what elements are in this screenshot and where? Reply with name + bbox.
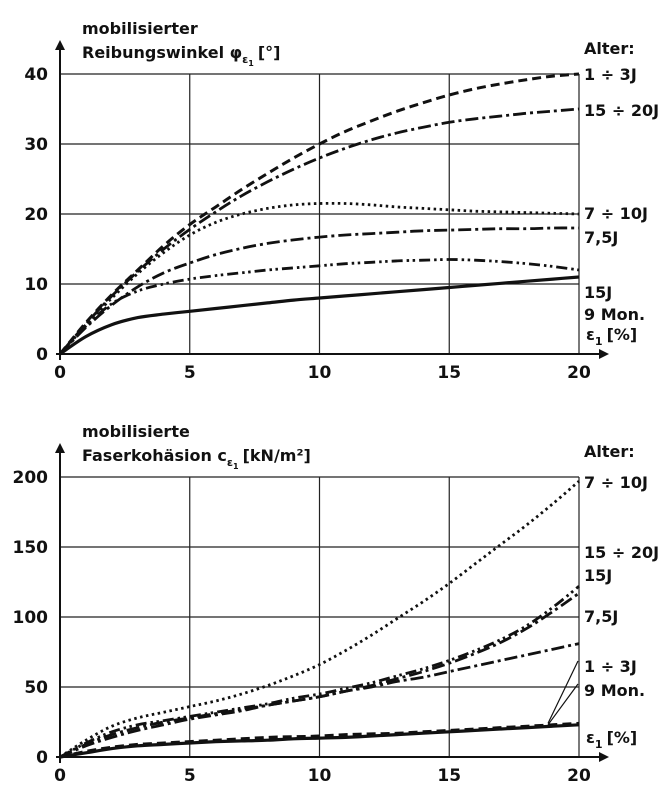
y-tick-label: 20 (24, 205, 48, 225)
series-label: 15J (584, 283, 612, 302)
legend-title: Alter: (584, 442, 635, 461)
y-axis-title-line1: mobilisierte (82, 422, 190, 441)
chart-panel-1: 0 5 10 15 20 0 10 20 30 40 mobilisierter Reibungswi… (24, 19, 659, 383)
x-tick-label: 10 (308, 363, 332, 383)
series-label: 7 ÷ 10J (584, 204, 648, 223)
x-tick-label: 0 (54, 363, 66, 383)
series-label: 9 Mon. (584, 681, 645, 700)
y-tick-label: 40 (24, 65, 48, 85)
leader-line (547, 683, 579, 726)
y-tick-label: 0 (36, 748, 48, 768)
chart-panel-2: 0 5 10 15 20050100150200mobilisierteFaserkoh… (13, 422, 660, 786)
y-tick-label: 10 (24, 275, 48, 295)
x-tick-label: 5 (184, 363, 196, 383)
series-line (58, 72, 580, 355)
series-label: 1 ÷ 3J (584, 65, 637, 84)
x-axis-title: ε1 [%] (586, 728, 637, 751)
series-line (58, 258, 580, 355)
series-line (59, 480, 580, 759)
x-tick-label: 15 (437, 363, 461, 383)
series-line (59, 723, 580, 759)
y-tick-label: 100 (13, 608, 49, 628)
series-line (58, 201, 580, 355)
series-label: 15 ÷ 20J (584, 543, 659, 562)
x-tick-label: 10 (308, 766, 332, 786)
x-tick-label: 0 (54, 766, 66, 786)
series-line (58, 107, 580, 355)
legend-title: Alter: (584, 39, 635, 58)
series-line (59, 585, 580, 759)
y-axis-title-line1: mobilisierter (82, 19, 198, 38)
x-axis-title: ε1 [%] (586, 325, 637, 348)
leader-line (547, 660, 579, 724)
x-tick-label: 20 (567, 766, 591, 786)
series-label: 7,5J (584, 607, 618, 626)
series-line (59, 275, 580, 356)
y-tick-label: 30 (24, 135, 48, 155)
x-tick-label: 5 (184, 766, 196, 786)
y-axis-title-line2: Faserkohäsion cε1[kN/m²] (82, 446, 311, 471)
series-label: 9 Mon. (584, 305, 645, 324)
y-tick-label: 50 (24, 678, 48, 698)
series-line (59, 642, 580, 759)
x-tick-label: 20 (567, 363, 591, 383)
y-tick-label: 150 (13, 538, 49, 558)
series-label: 15J (584, 566, 612, 585)
x-tick-label: 15 (437, 766, 461, 786)
series-label: 15 ÷ 20J (584, 101, 659, 120)
series-line (58, 226, 580, 355)
series-label: 7 ÷ 10J (584, 473, 648, 492)
series-label: 7,5J (584, 228, 618, 247)
y-axis-title-line2: Reibungswinkel φε1[°] (82, 43, 280, 68)
y-tick-label: 200 (13, 468, 49, 488)
y-tick-label: 0 (36, 345, 48, 365)
series-label: 1 ÷ 3J (584, 657, 637, 676)
